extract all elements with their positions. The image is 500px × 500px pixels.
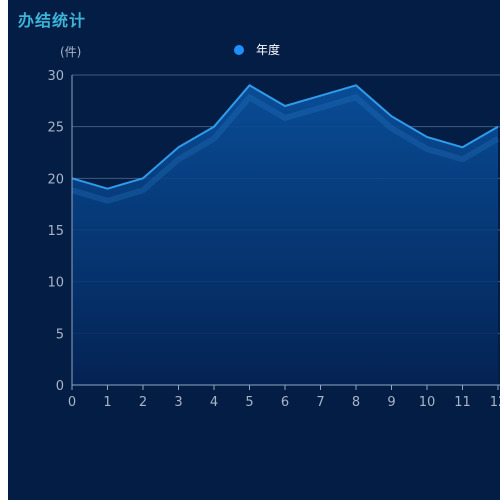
x-tick-label: 1 [103,395,111,410]
y-tick-label: 0 [56,379,64,394]
x-tick-label: 5 [245,395,253,410]
x-tick-label: 4 [210,395,218,410]
area-chart: 0510152025300123456789101112 年度 (件) [47,42,500,410]
x-tick-label: 10 [419,395,436,410]
data-point-8[interactable] [354,83,358,87]
x-tick-label: 2 [139,395,147,410]
data-point-6[interactable] [283,104,287,108]
legend[interactable]: 年度 [234,42,280,57]
legend-label: 年度 [256,42,280,57]
axes: 0510152025300123456789101112 [47,69,500,410]
x-tick-label: 11 [454,395,471,410]
area-fill [71,83,500,386]
data-point-1[interactable] [106,187,110,191]
line-shadow [71,94,500,204]
legend-dot-icon [234,45,244,55]
x-tick-label: 7 [316,395,324,410]
data-point-12[interactable] [496,125,500,129]
x-tick-label: 0 [68,395,76,410]
y-tick-label: 25 [47,121,64,136]
data-point-2[interactable] [141,176,145,180]
area-series-fill [72,85,498,386]
x-tick-label: 6 [281,395,289,410]
panel-title: 办结统计 [18,11,87,30]
y-tick-label: 20 [47,172,64,187]
y-tick-label: 5 [56,327,64,342]
data-point-11[interactable] [461,145,465,149]
y-axis-unit-label: (件) [60,45,81,59]
data-point-10[interactable] [425,135,429,139]
x-tick-label: 12 [490,395,500,410]
data-point-3[interactable] [177,145,181,149]
y-tick-label: 30 [47,69,64,84]
data-point-7[interactable] [319,94,323,98]
x-tick-label: 9 [387,395,395,410]
data-point-9[interactable] [390,114,394,118]
data-point-5[interactable] [248,83,252,87]
data-point-4[interactable] [212,125,216,129]
y-tick-label: 15 [47,224,64,239]
y-tick-label: 10 [47,276,64,291]
statistics-panel: 办结统计 0510152025300123456789101112 年度 (件) [8,0,500,500]
series-line[interactable] [71,84,499,190]
x-tick-label: 8 [352,395,360,410]
x-tick-label: 3 [174,395,182,410]
